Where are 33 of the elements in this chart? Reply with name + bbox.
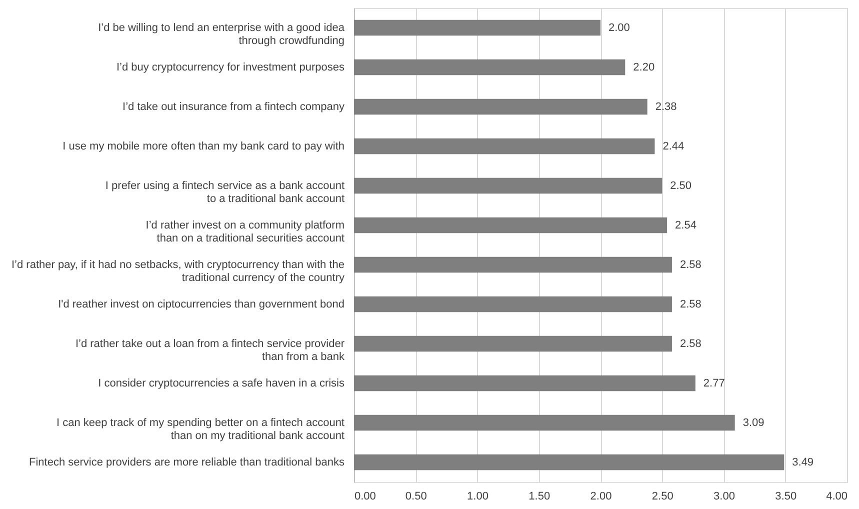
data-label: 2.77: [703, 377, 725, 390]
data-label: 2.58: [680, 298, 702, 310]
y-tick-label: Fintech service providers are more reliable than traditional banks: [29, 456, 345, 468]
x-tick-label: 2.00: [590, 490, 612, 502]
y-tick-label: I prefer using a fintech service as a bank account to a traditional bank account: [105, 180, 344, 205]
y-tick-label: I use my mobile more often than my bank card to pay with: [62, 140, 344, 152]
x-tick-label: 0.50: [405, 490, 427, 502]
y-tick-label: I’d buy cryptocurrency for investment purposes: [116, 61, 345, 74]
data-label: 2.58: [680, 258, 702, 271]
data-label: 2.58: [680, 338, 702, 350]
y-tick-label: I can keep track of my spending better on a fintech account than on my traditional bank account: [56, 416, 344, 442]
x-tick-label: 3.00: [714, 490, 735, 502]
y-tick-label: I'd reather invest on ciptocurrencies than government bond: [58, 298, 344, 310]
data-label: 2.20: [633, 61, 655, 74]
x-tick-label: 0.00: [354, 490, 376, 502]
data-label: 2.50: [670, 180, 692, 192]
data-label: 3.09: [742, 416, 764, 429]
data-label: 2.44: [662, 140, 684, 152]
data-label: 2.38: [655, 100, 677, 113]
x-tick-label: 2.50: [652, 490, 674, 502]
x-tick-label: 4.00: [826, 490, 848, 502]
data-label: 2.54: [675, 219, 696, 232]
data-label: 3.49: [792, 456, 814, 468]
x-tick-label: 1.50: [528, 490, 550, 502]
y-tick-label: I’d be willing to lend an enterprise with a good idea through crowdfunding: [98, 22, 346, 47]
y-tick-label: I’d rather pay, if it had no setbacks, with cryptocurrency than with the traditional currency of the country: [11, 258, 345, 284]
y-tick-label: I’d rather take out a loan from a fintech service provider than from a bank: [75, 338, 345, 363]
y-tick-label: I consider cryptocurrencies a safe haven in a crisis: [98, 377, 345, 390]
y-tick-label: I’d take out insurance from a fintech company: [122, 100, 345, 113]
y-tick-label: I’d rather invest on a community platform than on a traditional securities account: [146, 219, 344, 244]
x-tick-label: 3.50: [775, 490, 797, 502]
data-label: 2.00: [608, 22, 630, 34]
x-tick-label: 1.00: [467, 490, 488, 502]
